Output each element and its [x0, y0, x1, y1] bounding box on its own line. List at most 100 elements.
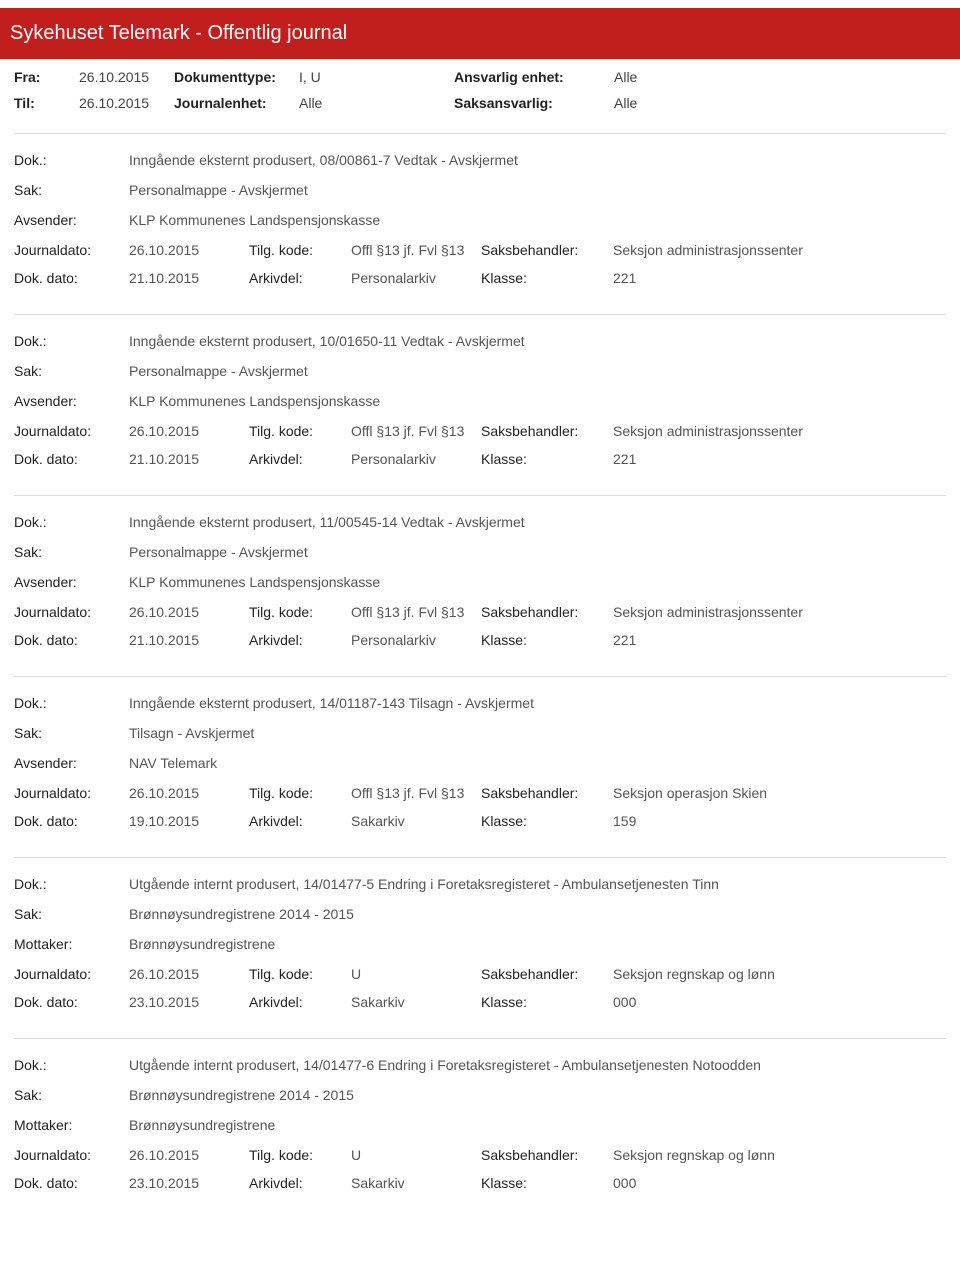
tilgkode-value: Offl §13 jf. Fvl §13 [351, 423, 481, 439]
dokdato-value: 21.10.2015 [129, 451, 249, 467]
til-label: Til: [14, 95, 79, 111]
tilgkode-label: Tilg. kode: [249, 1147, 351, 1163]
party-label: Avsender: [14, 574, 129, 590]
sak-value: Personalmappe - Avskjermet [129, 182, 308, 198]
saksbehandler-value: Seksjon regnskap og lønn [613, 1147, 775, 1163]
journaldato-label: Journaldato: [14, 1147, 129, 1163]
sak-value: Personalmappe - Avskjermet [129, 544, 308, 560]
dok-label: Dok.: [14, 514, 129, 530]
journaldato-value: 26.10.2015 [129, 966, 249, 982]
party-value: NAV Telemark [129, 755, 217, 771]
sak-value: Tilsagn - Avskjermet [129, 725, 254, 741]
dok-label: Dok.: [14, 152, 129, 168]
fra-value: 26.10.2015 [79, 69, 174, 85]
journalenhet-label: Journalenhet: [174, 95, 299, 111]
journaldato-label: Journaldato: [14, 423, 129, 439]
klasse-value: 221 [613, 270, 636, 286]
saksansvarlig-value: Alle [614, 95, 734, 111]
saksbehandler-value: Seksjon administrasjonssenter [613, 242, 803, 258]
dok-value: Inngående eksternt produsert, 10/01650-1… [129, 333, 525, 349]
dok-value: Inngående eksternt produsert, 11/00545-1… [129, 514, 525, 530]
sak-label: Sak: [14, 725, 129, 741]
saksbehandler-value: Seksjon administrasjonssenter [613, 423, 803, 439]
tilgkode-value: Offl §13 jf. Fvl §13 [351, 785, 481, 801]
klasse-value: 159 [613, 813, 636, 829]
journal-entry: Dok.:Inngående eksternt produsert, 11/00… [14, 495, 946, 676]
saksbehandler-value: Seksjon administrasjonssenter [613, 604, 803, 620]
tilgkode-label: Tilg. kode: [249, 242, 351, 258]
arkivdel-label: Arkivdel: [249, 451, 351, 467]
journaldato-value: 26.10.2015 [129, 1147, 249, 1163]
saksbehandler-label: Saksbehandler: [481, 966, 613, 982]
journal-entry: Dok.:Utgående internt produsert, 14/0147… [14, 857, 946, 1038]
dokdato-value: 21.10.2015 [129, 632, 249, 648]
sak-label: Sak: [14, 363, 129, 379]
tilgkode-label: Tilg. kode: [249, 966, 351, 982]
arkivdel-label: Arkivdel: [249, 994, 351, 1010]
tilgkode-value: U [351, 1147, 481, 1163]
journaldato-value: 26.10.2015 [129, 423, 249, 439]
tilgkode-value: Offl §13 jf. Fvl §13 [351, 242, 481, 258]
journaldato-label: Journaldato: [14, 242, 129, 258]
party-label: Mottaker: [14, 936, 129, 952]
klasse-label: Klasse: [481, 813, 613, 829]
saksbehandler-label: Saksbehandler: [481, 242, 613, 258]
journaldato-label: Journaldato: [14, 604, 129, 620]
tilgkode-value: U [351, 966, 481, 982]
arkivdel-label: Arkivdel: [249, 1175, 351, 1191]
journal-entry: Dok.:Inngående eksternt produsert, 14/01… [14, 676, 946, 857]
journal-entry: Dok.:Inngående eksternt produsert, 08/00… [14, 133, 946, 314]
arkivdel-label: Arkivdel: [249, 632, 351, 648]
tilgkode-label: Tilg. kode: [249, 423, 351, 439]
saksbehandler-label: Saksbehandler: [481, 423, 613, 439]
party-value: Brønnøysundregistrene [129, 1117, 275, 1133]
page-title: Sykehuset Telemark - Offentlig journal [6, 22, 347, 44]
arkivdel-value: Sakarkiv [351, 813, 481, 829]
klasse-label: Klasse: [481, 270, 613, 286]
journal-page: Sykehuset Telemark - Offentlig journal F… [0, 0, 960, 1239]
arkivdel-value: Sakarkiv [351, 994, 481, 1010]
filter-bar: Fra: Til: 26.10.2015 26.10.2015 Dokument… [14, 69, 946, 119]
arkivdel-value: Sakarkiv [351, 1175, 481, 1191]
dokdato-label: Dok. dato: [14, 994, 129, 1010]
sak-value: Brønnøysundregistrene 2014 - 2015 [129, 1087, 354, 1103]
saksbehandler-label: Saksbehandler: [481, 604, 613, 620]
dokumenttype-value: I, U [299, 69, 454, 85]
dok-label: Dok.: [14, 333, 129, 349]
party-value: Brønnøysundregistrene [129, 936, 275, 952]
journalenhet-value: Alle [299, 95, 454, 111]
dok-value: Inngående eksternt produsert, 14/01187-1… [129, 695, 534, 711]
klasse-value: 221 [613, 632, 636, 648]
saksbehandler-value: Seksjon regnskap og lønn [613, 966, 775, 982]
party-label: Avsender: [14, 755, 129, 771]
party-label: Mottaker: [14, 1117, 129, 1133]
ansvarlig-label: Ansvarlig enhet: [454, 69, 614, 85]
tilgkode-label: Tilg. kode: [249, 604, 351, 620]
dok-value: Utgående internt produsert, 14/01477-6 E… [129, 1057, 761, 1073]
klasse-label: Klasse: [481, 994, 613, 1010]
ansvarlig-value: Alle [614, 69, 734, 85]
entries-list: Dok.:Inngående eksternt produsert, 08/00… [14, 133, 946, 1219]
fra-label: Fra: [14, 69, 79, 85]
klasse-label: Klasse: [481, 1175, 613, 1191]
sak-label: Sak: [14, 182, 129, 198]
til-value: 26.10.2015 [79, 95, 174, 111]
journaldato-value: 26.10.2015 [129, 242, 249, 258]
journaldato-value: 26.10.2015 [129, 604, 249, 620]
klasse-value: 000 [613, 1175, 636, 1191]
arkivdel-label: Arkivdel: [249, 270, 351, 286]
sak-label: Sak: [14, 906, 129, 922]
arkivdel-label: Arkivdel: [249, 813, 351, 829]
party-label: Avsender: [14, 212, 129, 228]
dokdato-value: 21.10.2015 [129, 270, 249, 286]
tilgkode-label: Tilg. kode: [249, 785, 351, 801]
party-value: KLP Kommunenes Landspensjonskasse [129, 393, 380, 409]
dokdato-label: Dok. dato: [14, 451, 129, 467]
dokdato-value: 23.10.2015 [129, 994, 249, 1010]
journal-entry: Dok.:Inngående eksternt produsert, 10/01… [14, 314, 946, 495]
page-header: Sykehuset Telemark - Offentlig journal [0, 8, 960, 59]
saksbehandler-value: Seksjon operasjon Skien [613, 785, 767, 801]
dok-label: Dok.: [14, 695, 129, 711]
sak-value: Personalmappe - Avskjermet [129, 363, 308, 379]
saksbehandler-label: Saksbehandler: [481, 785, 613, 801]
